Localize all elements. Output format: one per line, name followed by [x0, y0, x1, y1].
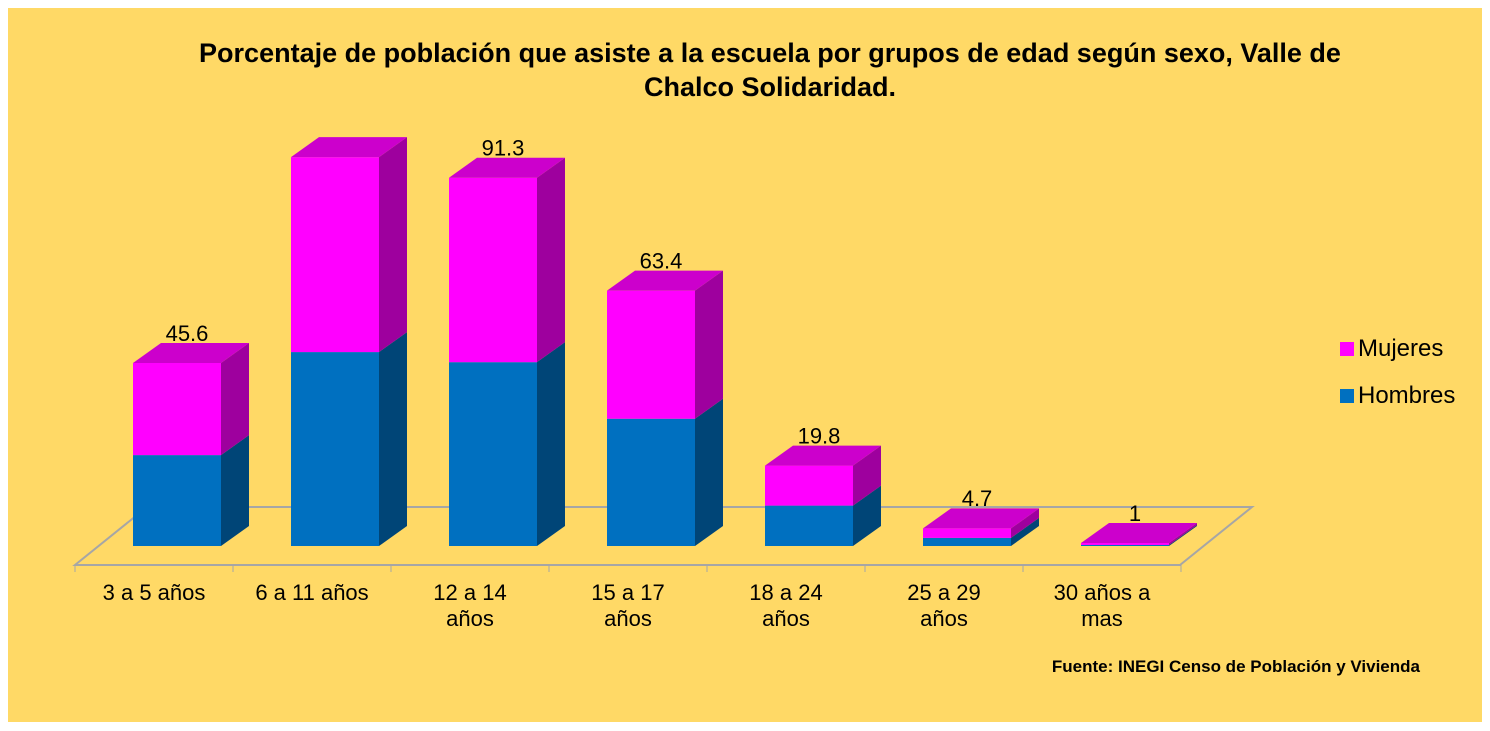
data-label: 45.6 [166, 321, 209, 346]
bar [1081, 544, 1169, 546]
bar-side [853, 485, 881, 546]
source-note: Fuente: INEGI Censo de Población y Vivie… [1051, 657, 1420, 676]
bar-side [1011, 517, 1039, 546]
bar-side [379, 332, 407, 546]
data-label: 4.7 [962, 486, 993, 511]
x-tick-label: 15 a 17 años [591, 580, 665, 631]
bar-top [449, 157, 565, 178]
bar [765, 505, 853, 546]
x-tick-label: 12 a 14 años [433, 580, 507, 631]
legend-label: Hombres [1358, 382, 1456, 409]
chart-background [8, 8, 1482, 722]
legend-entry: Hombres [1340, 382, 1455, 410]
bar-side [221, 342, 249, 456]
bar-side [695, 270, 723, 419]
legend-entry: Mujeres [1340, 335, 1443, 363]
bar-side [379, 137, 407, 353]
x-tick-label: 25 a 29 años [907, 580, 981, 631]
data-label: 91.3 [482, 136, 525, 161]
bar [291, 352, 379, 546]
bar [923, 537, 1011, 546]
bar [607, 290, 695, 419]
x-tick-label: 30 años a mas [1053, 580, 1151, 631]
x-tick-label: 3 a 5 años [102, 580, 206, 605]
bar [449, 362, 537, 546]
bar-top [133, 342, 249, 363]
data-label: 19.8 [798, 423, 841, 448]
bar-top [607, 270, 723, 291]
x-tick-label: 18 a 24 años [749, 580, 823, 631]
bar [607, 418, 695, 546]
bar-side [695, 398, 723, 546]
bar-top [1081, 522, 1197, 543]
bar-top [765, 445, 881, 466]
bar-top [291, 137, 407, 158]
bar-side [853, 445, 881, 506]
bar-side [537, 342, 565, 546]
legend-swatch [1340, 342, 1354, 356]
bar-side [1169, 522, 1197, 545]
bar-top [923, 508, 1039, 529]
bar [449, 177, 537, 363]
bar-side [1169, 524, 1197, 546]
bar [1081, 542, 1169, 545]
bar [133, 455, 221, 546]
data-label: 1 [1129, 501, 1141, 526]
x-tick-label: 6 a 11 años [255, 580, 369, 605]
bar-side [1011, 508, 1039, 538]
bar [923, 528, 1011, 538]
legend-label: Mujeres [1358, 335, 1444, 362]
bar-side [221, 435, 249, 546]
bar [765, 465, 853, 506]
floor [72, 506, 1255, 566]
bar-side [537, 157, 565, 363]
data-label: 63.4 [640, 248, 683, 273]
legend-swatch [1340, 389, 1354, 403]
bar [291, 157, 379, 353]
bar [133, 362, 221, 456]
chart-title: Porcentaje de población que asiste a la … [199, 38, 1341, 102]
